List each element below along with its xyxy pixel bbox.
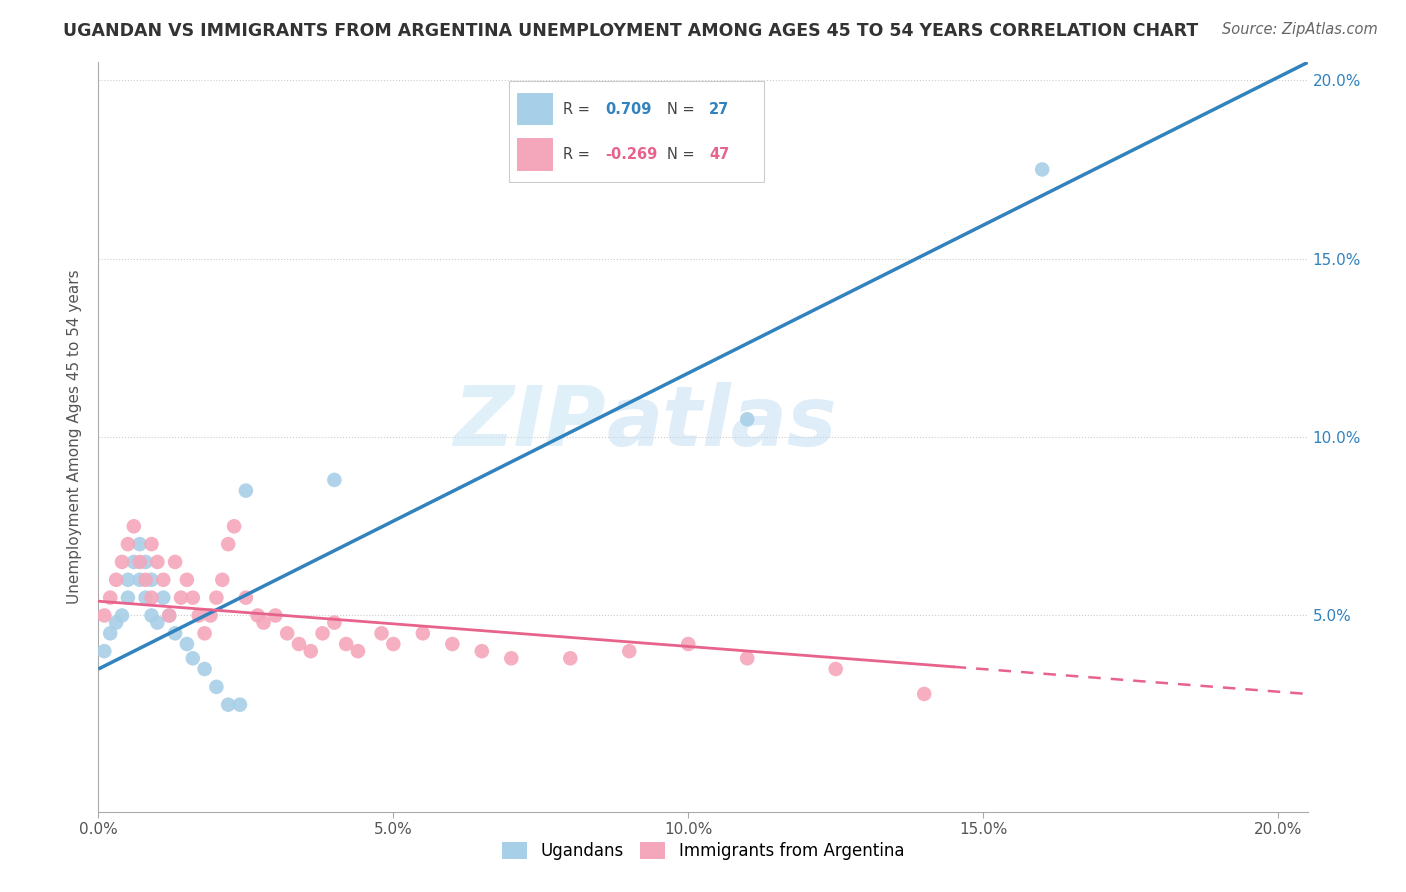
Point [176,573,198,587]
Point [246,608,269,623]
Point [471,644,494,658]
Point [222,519,245,533]
Point [200,608,222,623]
Point [146,615,169,630]
Point [235,591,257,605]
Point [299,644,322,658]
Point [135,555,157,569]
Point [176,637,198,651]
Point [235,483,257,498]
Point [824,662,846,676]
Point [252,615,274,630]
Point [157,608,180,623]
Point [117,573,139,587]
Point [211,573,233,587]
Point [347,644,370,658]
Point [412,626,434,640]
Point [128,573,150,587]
Point [141,608,163,623]
Point [141,591,163,605]
Text: R =: R = [564,102,595,117]
Point [1031,162,1053,177]
Point [152,591,174,605]
Point [194,662,217,676]
Text: 0.709: 0.709 [605,102,651,117]
Point [205,680,228,694]
Point [165,626,187,640]
Point [276,626,298,640]
Legend: Ugandans, Immigrants from Argentina: Ugandans, Immigrants from Argentina [495,836,911,867]
Point [619,644,641,658]
Point [323,473,346,487]
Point [165,555,187,569]
Text: -0.269: -0.269 [605,146,657,161]
Point [111,608,134,623]
FancyBboxPatch shape [516,137,553,170]
Point [311,626,333,640]
Point [735,412,758,426]
Text: R =: R = [564,146,595,161]
Text: 27: 27 [709,102,730,117]
Point [181,651,204,665]
Point [141,537,163,551]
Text: Source: ZipAtlas.com: Source: ZipAtlas.com [1222,22,1378,37]
Point [128,555,150,569]
Point [560,651,582,665]
Point [93,644,115,658]
Point [264,608,287,623]
Point [181,591,204,605]
Point [501,651,523,665]
Point [105,615,128,630]
Point [217,537,239,551]
Point [382,637,405,651]
Point [217,698,239,712]
Point [135,573,157,587]
Point [205,591,228,605]
Point [98,591,121,605]
Point [194,626,217,640]
FancyBboxPatch shape [516,93,553,126]
Point [441,637,464,651]
Point [152,573,174,587]
Point [146,555,169,569]
Text: ZIP: ZIP [454,382,606,463]
Point [122,519,145,533]
Text: UGANDAN VS IMMIGRANTS FROM ARGENTINA UNEMPLOYMENT AMONG AGES 45 TO 54 YEARS CORR: UGANDAN VS IMMIGRANTS FROM ARGENTINA UNE… [63,22,1198,40]
Point [111,555,134,569]
Point [678,637,700,651]
Text: N =: N = [668,146,700,161]
Point [105,573,128,587]
Point [912,687,935,701]
Point [128,537,150,551]
Point [135,591,157,605]
Text: atlas: atlas [606,382,837,463]
Point [141,573,163,587]
Point [335,637,357,651]
Point [187,608,209,623]
Point [288,637,311,651]
Text: 47: 47 [709,146,730,161]
Text: N =: N = [668,102,700,117]
Point [323,615,346,630]
Point [117,591,139,605]
Point [229,698,252,712]
Y-axis label: Unemployment Among Ages 45 to 54 years: Unemployment Among Ages 45 to 54 years [67,269,83,605]
Point [170,591,193,605]
FancyBboxPatch shape [509,81,763,182]
Point [157,608,180,623]
Point [117,537,139,551]
Point [98,626,121,640]
Point [735,651,758,665]
Point [370,626,392,640]
Point [122,555,145,569]
Point [93,608,115,623]
